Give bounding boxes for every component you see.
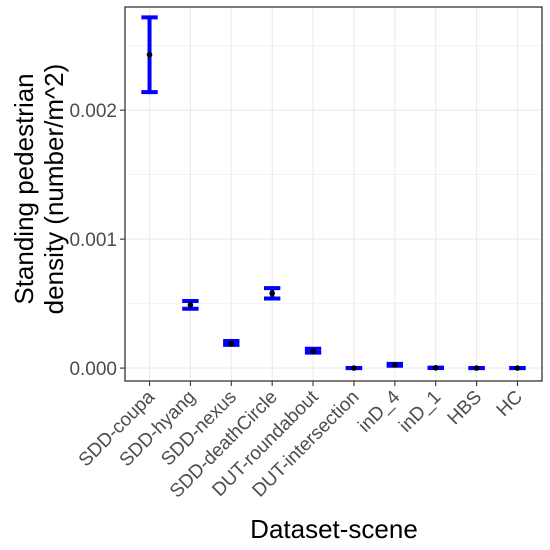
y-tick-label: 0.001 — [69, 230, 117, 251]
y-tick-label: 0.000 — [69, 359, 117, 380]
mean-point-SDD-nexus — [228, 340, 235, 347]
mean-point-SDD-coupa — [146, 51, 153, 58]
x-tick-label: HBS — [444, 387, 486, 429]
y-axis-title-line-2: density (number/m^2) — [39, 64, 69, 315]
x-tick-label: inD_4 — [354, 386, 404, 436]
mean-point-DUT-intersection — [351, 365, 357, 371]
mean-point-HC — [514, 365, 521, 371]
x-tick-label: inD_1 — [395, 387, 445, 437]
x-tick-label: HC — [493, 387, 527, 421]
mean-point-SDD-hyang — [187, 302, 194, 308]
mean-point-DUT-roundabout — [310, 348, 316, 355]
mean-point-inD_4 — [392, 362, 398, 368]
error-bars — [141, 15, 526, 371]
y-tick-label: 0.002 — [69, 101, 117, 122]
x-axis-ticks: SDD-coupaSDD-hyangSDD-nexusSDD-deathCirc… — [75, 381, 527, 502]
x-axis-title: Dataset-scene — [250, 514, 418, 544]
gridlines — [125, 7, 542, 381]
plot-panel-border — [124, 6, 543, 382]
mean-points — [146, 51, 521, 371]
mean-point-SDD-deathCircle — [269, 290, 275, 297]
y-axis-ticks: 0.000 0.001 0.002 — [69, 101, 125, 380]
mean-point-inD_1 — [432, 365, 439, 371]
mean-point-HBS — [473, 365, 480, 371]
y-axis-title-line-1: Standing pedestrian — [9, 73, 39, 304]
